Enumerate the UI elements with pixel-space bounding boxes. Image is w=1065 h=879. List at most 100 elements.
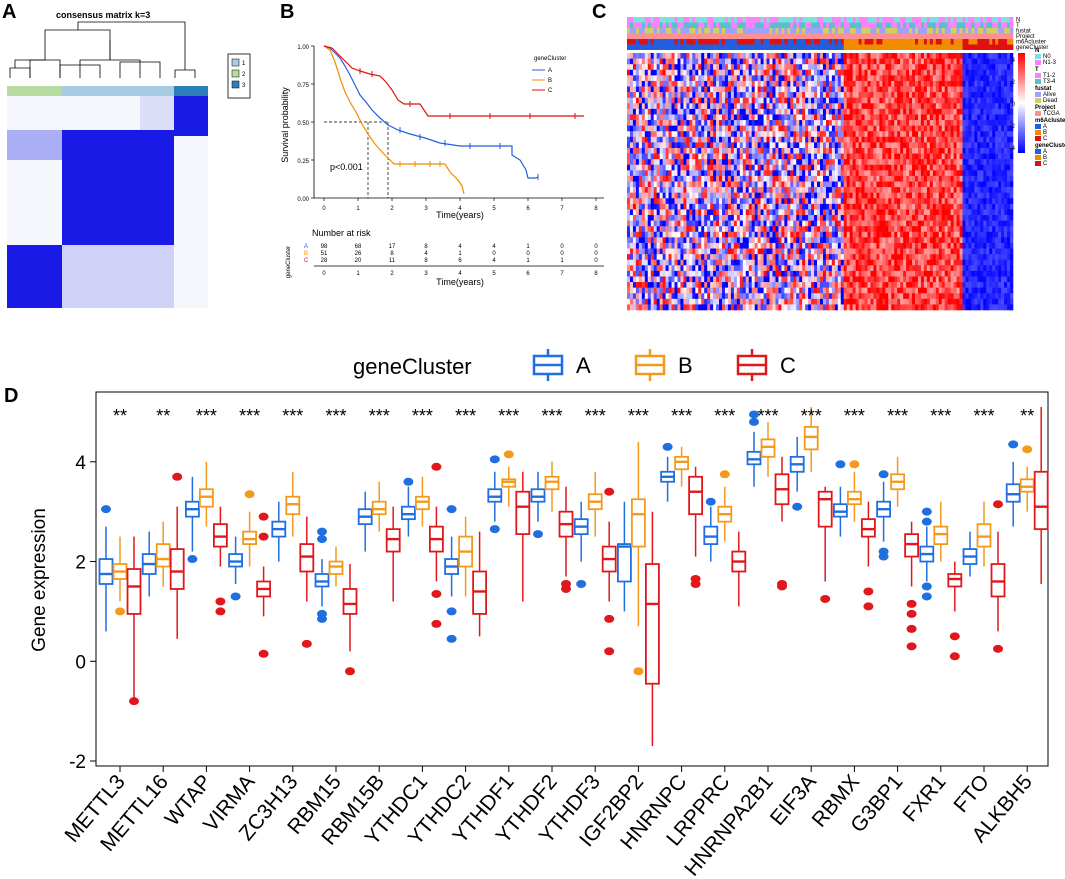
risk-xtick-label: 3 bbox=[424, 271, 428, 277]
box-YTHDC2-B bbox=[458, 516, 474, 597]
box-METTL16-B bbox=[155, 521, 171, 587]
box-IGF2BP2-B bbox=[631, 441, 646, 627]
outlier-point bbox=[533, 530, 543, 539]
matrix-block-1 bbox=[7, 245, 62, 308]
risk-value: 0 bbox=[492, 251, 496, 257]
box-LRPPRC-B bbox=[717, 486, 733, 542]
y-tick-label: 2 bbox=[75, 553, 86, 574]
c-legend-item: T3-4 bbox=[1043, 79, 1056, 85]
box-RBM15B-C bbox=[385, 506, 401, 602]
legend-swatch-1 bbox=[231, 58, 240, 67]
outlier-point bbox=[921, 582, 932, 591]
panel-a-legend: 1 2 3 bbox=[227, 53, 251, 99]
legend-label-a: A bbox=[576, 353, 591, 378]
outlier-point bbox=[431, 589, 442, 598]
c-legend-item: TCGA bbox=[1043, 111, 1060, 117]
significance-HNRNPA2B1: *** bbox=[757, 406, 778, 426]
box-VIRMA-A bbox=[228, 536, 244, 584]
scale-tick: -2 bbox=[1010, 124, 1016, 130]
risk-value: 20 bbox=[355, 258, 362, 264]
significance-YTHDC1: *** bbox=[412, 406, 433, 426]
b-legend-a: A bbox=[548, 68, 552, 74]
risk-value: 4 bbox=[424, 251, 428, 257]
b-legend-title: geneCluster bbox=[534, 56, 566, 62]
box-ALKBH5-C bbox=[1033, 406, 1049, 584]
box-LRPPRC-A bbox=[703, 506, 719, 562]
risk-xtick-label: 0 bbox=[322, 271, 326, 277]
outlier-point bbox=[431, 462, 442, 471]
box-METTL16-A bbox=[141, 531, 157, 597]
scale-tick: 4 bbox=[1012, 58, 1016, 64]
outlier-point bbox=[719, 470, 730, 479]
box-VIRMA-B bbox=[242, 511, 258, 567]
box-WTAP-C bbox=[212, 506, 228, 567]
p-value: p<0.001 bbox=[330, 162, 363, 172]
legend-label-b: B bbox=[678, 353, 693, 378]
b-xtick-label: 4 bbox=[458, 206, 462, 212]
box-HNRNPC-A bbox=[660, 456, 675, 502]
outlier-point bbox=[215, 607, 226, 616]
box-RBMX-C bbox=[861, 501, 876, 567]
scale-tick: -4 bbox=[1010, 146, 1016, 152]
panel-a-consensus-matrix: consensus matrix k=3 bbox=[7, 10, 251, 308]
risk-xlabel: Time(years) bbox=[436, 277, 484, 287]
b-xtick-label: 7 bbox=[560, 206, 564, 212]
risk-value: 1 bbox=[560, 258, 564, 264]
y-axis-label: Gene expression bbox=[29, 508, 50, 652]
b-xtick-label: 8 bbox=[594, 206, 598, 212]
significance-YTHDF2: *** bbox=[541, 406, 562, 426]
outlier-point bbox=[878, 470, 889, 479]
track-label: T bbox=[1016, 23, 1020, 29]
box-YTHDF2-A bbox=[530, 471, 546, 522]
outlier-point bbox=[215, 597, 226, 606]
outlier-point bbox=[604, 647, 615, 656]
c-legend-item: N0 bbox=[1043, 54, 1051, 60]
legend-label-c: C bbox=[780, 353, 796, 378]
c-legend-title: fustat bbox=[1035, 86, 1051, 92]
outlier-point bbox=[604, 487, 615, 496]
risk-row-label: C bbox=[304, 258, 309, 264]
risk-value: 8 bbox=[424, 244, 428, 250]
outlier-point bbox=[187, 555, 198, 564]
risk-value: 0 bbox=[594, 244, 598, 250]
risk-value: 4 bbox=[458, 244, 462, 250]
outlier-point bbox=[301, 639, 312, 648]
box-G3BP1-C bbox=[904, 521, 919, 587]
b-xtick-label: 6 bbox=[526, 206, 530, 212]
box-YTHDC2-A bbox=[444, 536, 460, 597]
plot-frame bbox=[95, 391, 1049, 767]
outlier-point bbox=[792, 502, 803, 511]
outlier-point bbox=[446, 505, 457, 514]
x-label-FXR1: FXR1 bbox=[899, 770, 951, 826]
outlier-point bbox=[101, 505, 111, 514]
c-legend-swatch bbox=[1035, 60, 1041, 65]
box-METTL16-C bbox=[169, 506, 185, 639]
risk-ylabel: geneCluster bbox=[286, 246, 292, 278]
outlier-point bbox=[115, 607, 125, 616]
cluster-bar-3 bbox=[174, 86, 208, 96]
box-METTL3-C bbox=[126, 536, 142, 702]
outlier-point bbox=[777, 582, 787, 591]
box-WTAP-A bbox=[184, 476, 200, 552]
c-legend-swatch bbox=[1035, 124, 1041, 129]
c-legend-swatch bbox=[1035, 92, 1041, 97]
c-legend-title: geneCluster bbox=[1035, 143, 1065, 149]
significance-EIF3A: *** bbox=[801, 406, 822, 426]
risk-value: 0 bbox=[560, 251, 564, 257]
outlier-point bbox=[172, 472, 183, 481]
outlier-point bbox=[1008, 440, 1019, 449]
outlier-point bbox=[662, 442, 673, 451]
outlier-point bbox=[489, 525, 500, 534]
outlier-point bbox=[993, 500, 1003, 509]
c-legend-swatch bbox=[1035, 79, 1041, 84]
outlier-point bbox=[446, 607, 457, 616]
heatmap-color-scale bbox=[1018, 53, 1025, 153]
c-legend-item: B bbox=[1043, 155, 1047, 161]
risk-xtick-label: 2 bbox=[390, 271, 394, 277]
significance-LRPPRC: *** bbox=[714, 406, 735, 426]
outlier-point bbox=[317, 527, 327, 536]
outlier-point bbox=[345, 667, 355, 676]
scale-tick: 2 bbox=[1012, 80, 1016, 86]
outlier-point bbox=[849, 460, 860, 469]
